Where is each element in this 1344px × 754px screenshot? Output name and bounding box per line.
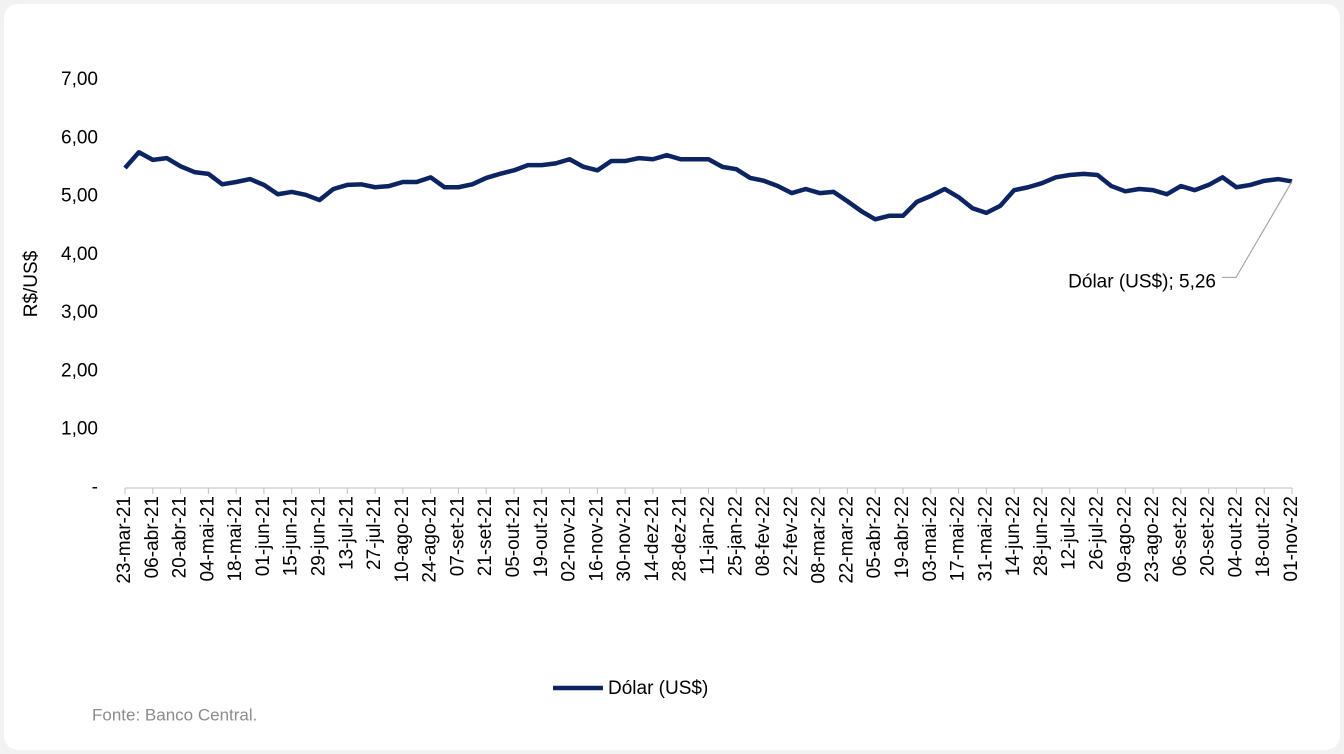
x-tick-label: 23-mar-21 <box>114 496 135 584</box>
x-tick-label: 06-set-22 <box>1170 496 1191 576</box>
x-tick-label: 24-ago-21 <box>420 496 441 583</box>
y-tick-label: 4,00 <box>61 244 98 265</box>
card <box>4 4 1340 750</box>
x-tick-label: 09-ago-22 <box>1114 496 1135 583</box>
x-tick-label: 19-abr-22 <box>892 496 913 578</box>
x-tick-label: 08-fev-22 <box>753 496 774 576</box>
x-tick-label: 15-jun-21 <box>281 496 302 576</box>
x-tick-label: 05-out-21 <box>503 496 524 577</box>
y-tick-label: 7,00 <box>61 69 98 90</box>
x-tick-label: 23-ago-22 <box>1142 496 1163 583</box>
x-tick-label: 20-abr-21 <box>170 496 191 578</box>
line-series <box>123 150 1293 222</box>
x-tick-label: 18-out-22 <box>1253 496 1274 577</box>
source: Fonte: Banco Central. <box>92 705 257 724</box>
x-tick-label: 04-mai-21 <box>197 496 218 582</box>
x-tick-label: 30-nov-21 <box>614 496 635 582</box>
x-tick-label: 07-set-21 <box>447 496 468 576</box>
x-tick-label: 03-mai-22 <box>920 496 941 582</box>
x-tick-label: 29-jun-21 <box>309 496 330 576</box>
x-tick-label: 25-jan-22 <box>725 496 746 576</box>
x-tick-label: 14-jun-22 <box>1003 496 1024 576</box>
x-tick-label: 28-dez-21 <box>670 496 691 582</box>
x-tick-label: 01-nov-22 <box>1281 496 1302 582</box>
x-tick-label: 16-nov-21 <box>586 496 607 582</box>
x-tick-label: 18-mai-21 <box>225 496 246 582</box>
y-tick-label: 1,00 <box>61 419 98 440</box>
x-tick-label: 22-fev-22 <box>781 496 802 576</box>
x-tick-label: 06-abr-21 <box>142 496 163 578</box>
x-tick-label: 19-out-21 <box>531 496 552 577</box>
x-tick-label: 12-jul-22 <box>1059 496 1080 570</box>
x-tick-label: 02-nov-21 <box>559 496 580 582</box>
x-tick-label: 21-set-21 <box>475 496 496 576</box>
x-tick-label: 17-mai-22 <box>948 496 969 582</box>
x-tick-label: 31-mai-22 <box>975 496 996 582</box>
x-tick-label: 22-mar-22 <box>836 496 857 584</box>
x-tick-label: 01-jun-21 <box>253 496 274 576</box>
x-tick-label: 10-ago-21 <box>392 496 413 583</box>
x-tick-label: 05-abr-22 <box>864 496 885 578</box>
y-tick-label: - <box>92 477 98 498</box>
x-tick-label: 11-jan-22 <box>698 496 719 575</box>
y-tick-label: 6,00 <box>61 127 98 148</box>
x-tick-label: 26-jul-22 <box>1087 496 1108 570</box>
x-tick-label: 28-jun-22 <box>1031 496 1052 576</box>
y-axis-label: R$/US$ <box>21 250 42 317</box>
y-tick-label: 5,00 <box>61 186 98 207</box>
x-tick-label: 14-dez-21 <box>642 496 663 582</box>
legend-label: Dólar (US$) <box>608 678 708 699</box>
data-label: Dólar (US$); 5,26 <box>1068 271 1216 292</box>
y-tick-label: 3,00 <box>61 302 98 323</box>
x-tick-label: 20-set-22 <box>1198 496 1219 576</box>
y-tick-label: 2,00 <box>61 360 98 381</box>
x-tick-label: 08-mar-22 <box>809 496 830 584</box>
x-tick-label: 13-jul-21 <box>336 496 357 570</box>
leader-line <box>1222 181 1293 279</box>
x-tick-label: 27-jul-21 <box>364 496 385 570</box>
x-tick-label: 04-out-22 <box>1225 496 1246 577</box>
